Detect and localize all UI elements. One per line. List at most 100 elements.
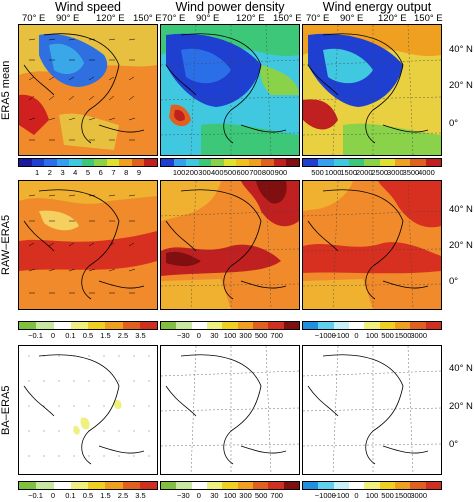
colorbar-tick-label: 0.5 [82, 491, 94, 500]
colorbar-segment [119, 159, 132, 166]
colorbar-tick-label: 600 [236, 168, 249, 177]
colorbar-segment [318, 322, 334, 329]
colorbar-tick-label: −100 [332, 331, 350, 340]
row-label-raw-era5: RAW–ERA5 [0, 214, 12, 276]
colorbar-tick-label: 700 [270, 491, 283, 500]
colorbar-labels-speed-diff-bottom: −0.1 0 0.1 0.5 1.5 2.5 3.5 [18, 491, 158, 501]
colorbar-segment [206, 322, 223, 329]
colorbar-energy-diff-bottom [302, 481, 442, 490]
colorbar-segment [236, 159, 249, 166]
colorbar-tick-label: 900 [274, 168, 288, 177]
colorbar-segment [348, 482, 365, 489]
lat-tick: 20° N [449, 80, 473, 91]
colorbar-tick-label: 200 [185, 168, 199, 177]
lat-tick: 20° N [449, 240, 473, 251]
colorbar-tick-label: 6 [98, 168, 103, 177]
colorbar-tick-label: 100 [365, 491, 379, 500]
colorbar-tick-label: 30 [210, 331, 219, 340]
lon-tick: 70° E [22, 13, 46, 24]
colorbar-tick-label: 3 [60, 168, 65, 177]
column-title-wind-energy-output: Wind energy output [322, 0, 432, 14]
colorbar-segment [36, 322, 54, 329]
colorbar-segment [394, 159, 411, 166]
colorbar-segment [410, 159, 426, 166]
map-graphic [161, 25, 299, 155]
colorbar-segment [176, 482, 192, 489]
map-panel-raw-wind-speed [18, 180, 158, 310]
lat-tick: 40° N [449, 204, 473, 215]
colorbar-segment [394, 482, 411, 489]
colorbar-segment [248, 159, 262, 166]
colorbar-tick-label: 2000 [355, 168, 373, 177]
colorbar-tick-label: 500 [381, 491, 394, 500]
colorbar-segment [81, 159, 95, 166]
colorbar-segment [106, 159, 120, 166]
colorbar-labels-energy-diff-bottom: −1000 −100 0 100 500 1500 3000 [302, 491, 442, 501]
colorbar-segment [69, 159, 82, 166]
colorbar-segment [318, 159, 334, 166]
colorbar-segment [161, 159, 174, 166]
colorbar-segment [191, 482, 207, 489]
colorbar-labels-energy-diff-top: −1000 −100 0 100 500 1500 3000 [302, 331, 442, 341]
colorbar-segment [252, 482, 269, 489]
colorbar-segment [122, 482, 140, 489]
colorbar-labels-density-mean: 100 200 300 400 500 600 700 800 900 [160, 168, 300, 178]
colorbar-tick-label: 500 [254, 331, 268, 340]
colorbar-tick-label: 2.5 [117, 491, 129, 500]
colorbar-segment [211, 159, 224, 166]
colorbar-tick-label: 8 [124, 168, 129, 177]
colorbar-tick-label: 500 [254, 491, 268, 500]
colorbar-segment [198, 159, 212, 166]
map-panel-raw-wind-energy-output [302, 180, 442, 310]
colorbar-segment [410, 322, 426, 329]
lon-tick: 90° E [196, 13, 220, 24]
colorbar-segment [261, 159, 274, 166]
colorbar-tick-label: 100 [172, 168, 186, 177]
colorbar-segment [364, 159, 380, 166]
lon-tick: 90° E [340, 13, 364, 24]
map-graphic [161, 346, 299, 474]
row-label-era5-mean: ERA5 mean [0, 60, 12, 120]
colorbar-segment [105, 482, 123, 489]
colorbar-segment [139, 322, 157, 329]
colorbar-segment [161, 322, 177, 329]
colorbar-segment [303, 482, 319, 489]
map-panel-raw-wind-power-density [160, 180, 300, 310]
colorbar-tick-label: 400 [211, 168, 224, 177]
map-graphic [303, 25, 441, 155]
colorbar-segment [268, 482, 284, 489]
colorbar-tick-label: 7 [111, 168, 116, 177]
colorbar-tick-label: 9 [136, 168, 141, 177]
colorbar-segment [139, 482, 157, 489]
colorbar-segment [186, 159, 199, 166]
colorbar-segment [410, 482, 426, 489]
colorbar-tick-label: 0 [354, 331, 359, 340]
colorbar-labels-density-diff-top: −30 0 30 100 300 500 700 [160, 331, 300, 341]
colorbar-tick-label: 0 [196, 331, 201, 340]
colorbar-tick-label: 1500 [340, 168, 357, 177]
colorbar-segment [364, 482, 380, 489]
colorbar-tick-label: 800 [261, 168, 275, 177]
colorbar-tick-label: 500 [223, 168, 237, 177]
colorbar-segment [333, 159, 349, 166]
lon-tick: 70° E [306, 13, 330, 24]
lat-tick: 40° N [449, 363, 473, 374]
colorbar-tick-label: 0.5 [82, 331, 94, 340]
colorbar-segment [122, 322, 140, 329]
colorbar-segment [88, 482, 106, 489]
colorbar-tick-label: 3.5 [135, 491, 146, 500]
lat-tick: 0° [449, 439, 459, 450]
colorbar-segment [223, 159, 237, 166]
map-graphic [303, 181, 441, 309]
colorbar-segment [237, 482, 253, 489]
colorbar-segment [94, 159, 107, 166]
colorbar-energy-diff-top [302, 321, 442, 330]
colorbar-segment [303, 159, 319, 166]
colorbar-segment [318, 482, 334, 489]
colorbar-segment [19, 159, 32, 166]
colorbar-tick-label: 1500 [394, 491, 412, 500]
colorbar-tick-label: 1500 [394, 331, 412, 340]
colorbar-tick-label: 300 [239, 331, 252, 340]
colorbar-tick-label: 5 [85, 168, 91, 177]
colorbar-segment [53, 322, 71, 329]
